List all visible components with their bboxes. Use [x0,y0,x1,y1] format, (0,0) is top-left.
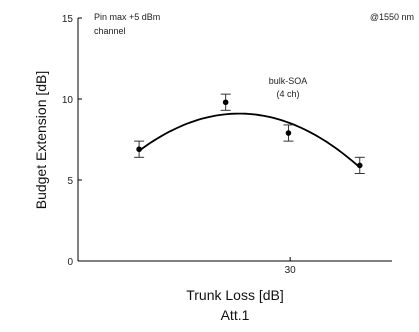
data-point-3 [356,162,363,169]
fit-layer [138,112,361,169]
y-tick-label-15: 15 [62,14,74,25]
fit-curve [138,112,361,169]
x-axis-title: Trunk Loss [dB] [186,287,284,303]
data-point-0 [136,146,142,153]
x-tick-label-30: 30 [285,265,297,276]
annotation-top-right: @1550 nm [370,12,414,22]
axes [77,18,392,262]
ticks: 0 5 10 15 30 [62,14,296,276]
annotation-top-left-line1: Pin max +5 dBm [94,12,160,22]
x-axis-subtitle: Att.1 [221,307,250,323]
y-axis-title: Budget Extension [dB] [33,71,49,210]
annotation-top-left-line2: channel [94,26,126,36]
y-tick-label-10: 10 [62,95,74,106]
data-point-1 [222,99,229,106]
y-tick-label-0: 0 [67,257,73,268]
points-layer [134,93,365,175]
y-tick-label-5: 5 [67,176,73,187]
series-label-line2: (4 ch) [276,89,299,99]
data-point-2 [285,130,292,136]
series-label-line1: bulk-SOA [269,76,308,86]
